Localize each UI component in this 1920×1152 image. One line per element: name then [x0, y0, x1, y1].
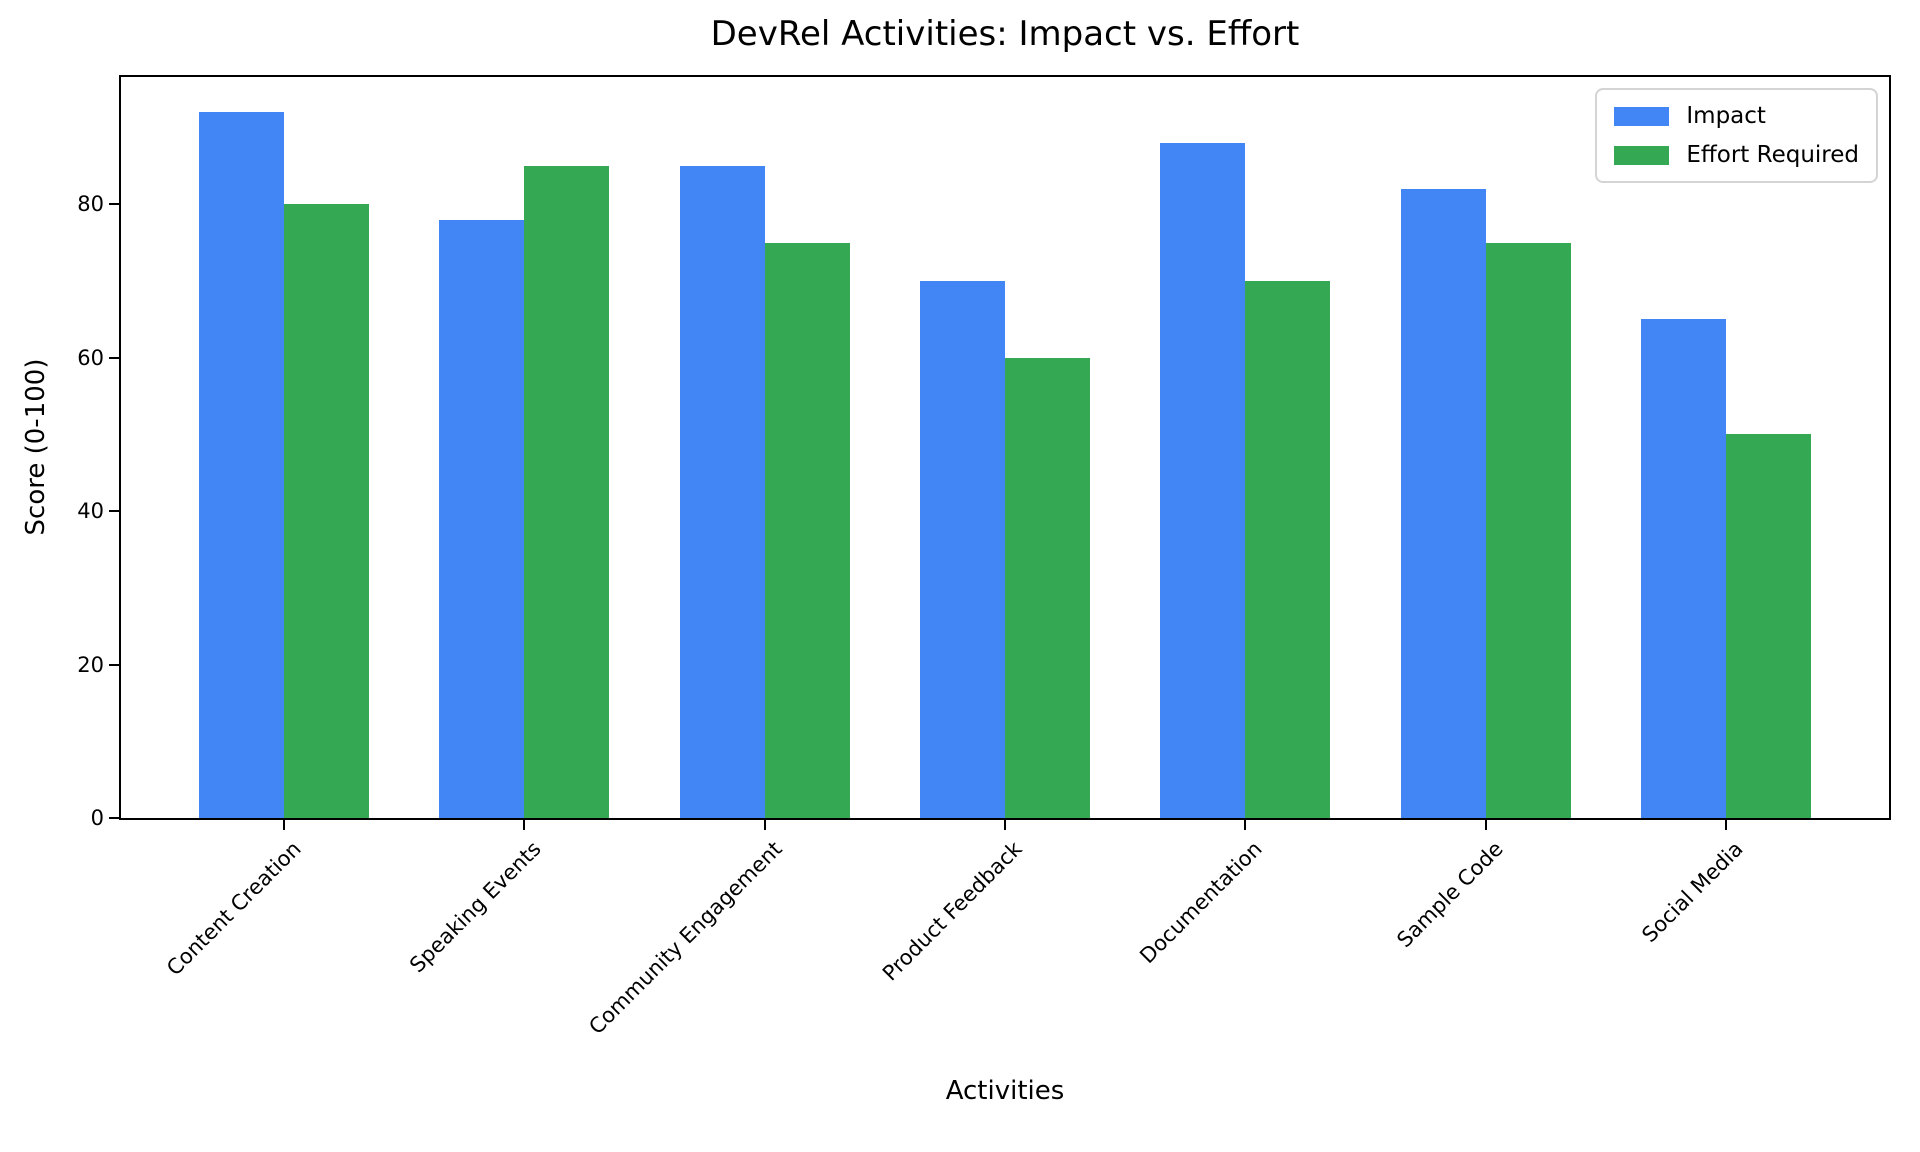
plot-area: Impact Effort Required	[119, 75, 1891, 820]
y-tick-label: 60	[77, 346, 104, 370]
legend-item-effort-required: Effort Required	[1614, 142, 1859, 168]
x-tick-mark	[1244, 820, 1246, 830]
legend-label: Effort Required	[1686, 142, 1859, 168]
x-tick-mark	[523, 820, 525, 830]
x-tick-mark	[764, 820, 766, 830]
legend-swatch-impact	[1614, 106, 1670, 126]
bar-impact	[1160, 143, 1245, 818]
bar-effort-required	[765, 243, 850, 818]
legend-swatch-effort-required	[1614, 145, 1670, 165]
bar-effort-required	[1245, 281, 1330, 818]
x-tick-mark	[1725, 820, 1727, 830]
legend: Impact Effort Required	[1595, 88, 1878, 183]
y-tick-label: 40	[77, 499, 104, 523]
bar-effort-required	[284, 204, 369, 818]
bar-impact	[1401, 189, 1486, 818]
y-tick-mark	[109, 510, 119, 512]
y-tick-label: 20	[77, 653, 104, 677]
x-axis-label: Activities	[945, 1076, 1065, 1106]
y-tick-mark	[109, 817, 119, 819]
y-tick-label: 0	[90, 806, 104, 830]
bar-effort-required	[1726, 434, 1811, 818]
bar-impact	[199, 112, 284, 818]
y-tick-mark	[109, 664, 119, 666]
bar-effort-required	[1005, 358, 1090, 818]
bar-impact	[920, 281, 1005, 818]
bar-effort-required	[524, 166, 609, 818]
bar-impact	[1641, 319, 1726, 818]
bar-effort-required	[1486, 243, 1571, 818]
x-tick-mark	[1004, 820, 1006, 830]
y-tick-mark	[109, 203, 119, 205]
legend-label: Impact	[1686, 103, 1766, 129]
bar-impact	[680, 166, 765, 818]
x-tick-mark	[1485, 820, 1487, 830]
y-tick-mark	[109, 357, 119, 359]
bar-impact	[439, 220, 524, 818]
y-tick-label: 80	[77, 192, 104, 216]
chart-title: DevRel Activities: Impact vs. Effort	[710, 14, 1300, 54]
x-tick-mark	[283, 820, 285, 830]
legend-item-impact: Impact	[1614, 103, 1859, 129]
